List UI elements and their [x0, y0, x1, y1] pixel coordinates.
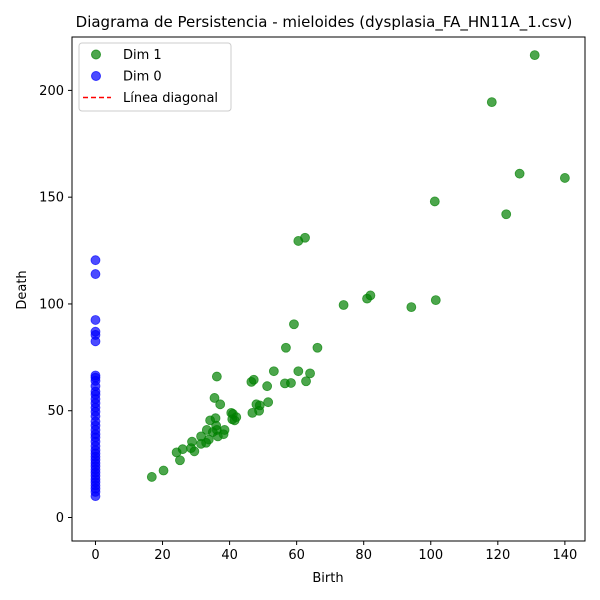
legend-label: Línea diagonal — [123, 91, 218, 106]
data-point — [90, 255, 101, 266]
data-point — [90, 315, 101, 325]
data-point — [187, 436, 197, 447]
data-point — [430, 295, 441, 306]
data-point — [146, 472, 157, 482]
y-tick-label: 150 — [39, 191, 64, 206]
data-point — [254, 400, 265, 411]
legend: Dim 1 Dim 0 Línea diagonal — [78, 42, 232, 112]
data-point — [248, 374, 259, 385]
legend-label: Dim 1 — [123, 48, 162, 63]
x-tick-label: 20 — [154, 548, 171, 563]
plot-frame — [71, 36, 586, 542]
data-point — [300, 232, 310, 243]
data-point — [338, 300, 349, 310]
y-tick-label: 200 — [39, 84, 64, 99]
data-point — [203, 434, 214, 445]
data-point — [211, 371, 222, 382]
data-point — [312, 342, 323, 353]
data-point — [305, 368, 315, 379]
plot-area — [90, 50, 570, 502]
x-tick-label: 60 — [288, 548, 305, 563]
data-point — [281, 342, 291, 353]
data-point — [231, 412, 242, 423]
data-point — [514, 168, 525, 179]
y-tick-label: 100 — [39, 297, 64, 312]
data-point — [219, 425, 230, 435]
data-point — [293, 366, 304, 377]
data-point — [429, 196, 440, 207]
axis-ticks: 0 20 40 60 80 100 120 140 0 50 100 150 200 — [39, 84, 577, 563]
data-point — [301, 376, 311, 387]
data-point — [486, 97, 497, 108]
data-point — [177, 444, 188, 455]
data-point — [189, 446, 200, 457]
data-point — [406, 302, 417, 313]
x-tick-label: 0 — [91, 548, 99, 563]
data-point — [365, 290, 376, 301]
data-point — [90, 336, 101, 347]
data-point — [90, 491, 101, 502]
legend-label: Dim 0 — [123, 70, 162, 85]
x-tick-label: 80 — [355, 548, 372, 563]
data-point — [263, 397, 274, 408]
series-dim-1 — [146, 50, 570, 482]
x-tick-label: 140 — [552, 548, 577, 563]
legend-box — [78, 42, 232, 112]
legend-marker — [91, 71, 101, 81]
data-point — [158, 465, 169, 476]
data-point — [559, 173, 570, 183]
data-point — [286, 378, 296, 388]
y-axis-label: Death — [15, 270, 30, 309]
x-tick-label: 40 — [221, 548, 238, 563]
data-point — [262, 381, 273, 392]
data-point — [215, 399, 226, 410]
data-point — [529, 50, 540, 61]
x-tick-label: 100 — [418, 548, 443, 563]
x-tick-label: 120 — [485, 548, 510, 563]
legend-marker — [91, 49, 101, 60]
data-point — [289, 319, 299, 330]
y-tick-label: 0 — [56, 511, 64, 526]
y-tick-label: 50 — [47, 404, 64, 419]
data-point — [209, 393, 220, 403]
data-point — [501, 209, 512, 220]
chart-title: Diagrama de Persistencia - mieloides (dy… — [76, 13, 573, 32]
x-axis-label: Birth — [312, 571, 343, 586]
data-point — [90, 269, 101, 279]
data-point — [268, 366, 279, 377]
data-point — [175, 455, 185, 466]
series-dim-0 — [90, 255, 101, 502]
